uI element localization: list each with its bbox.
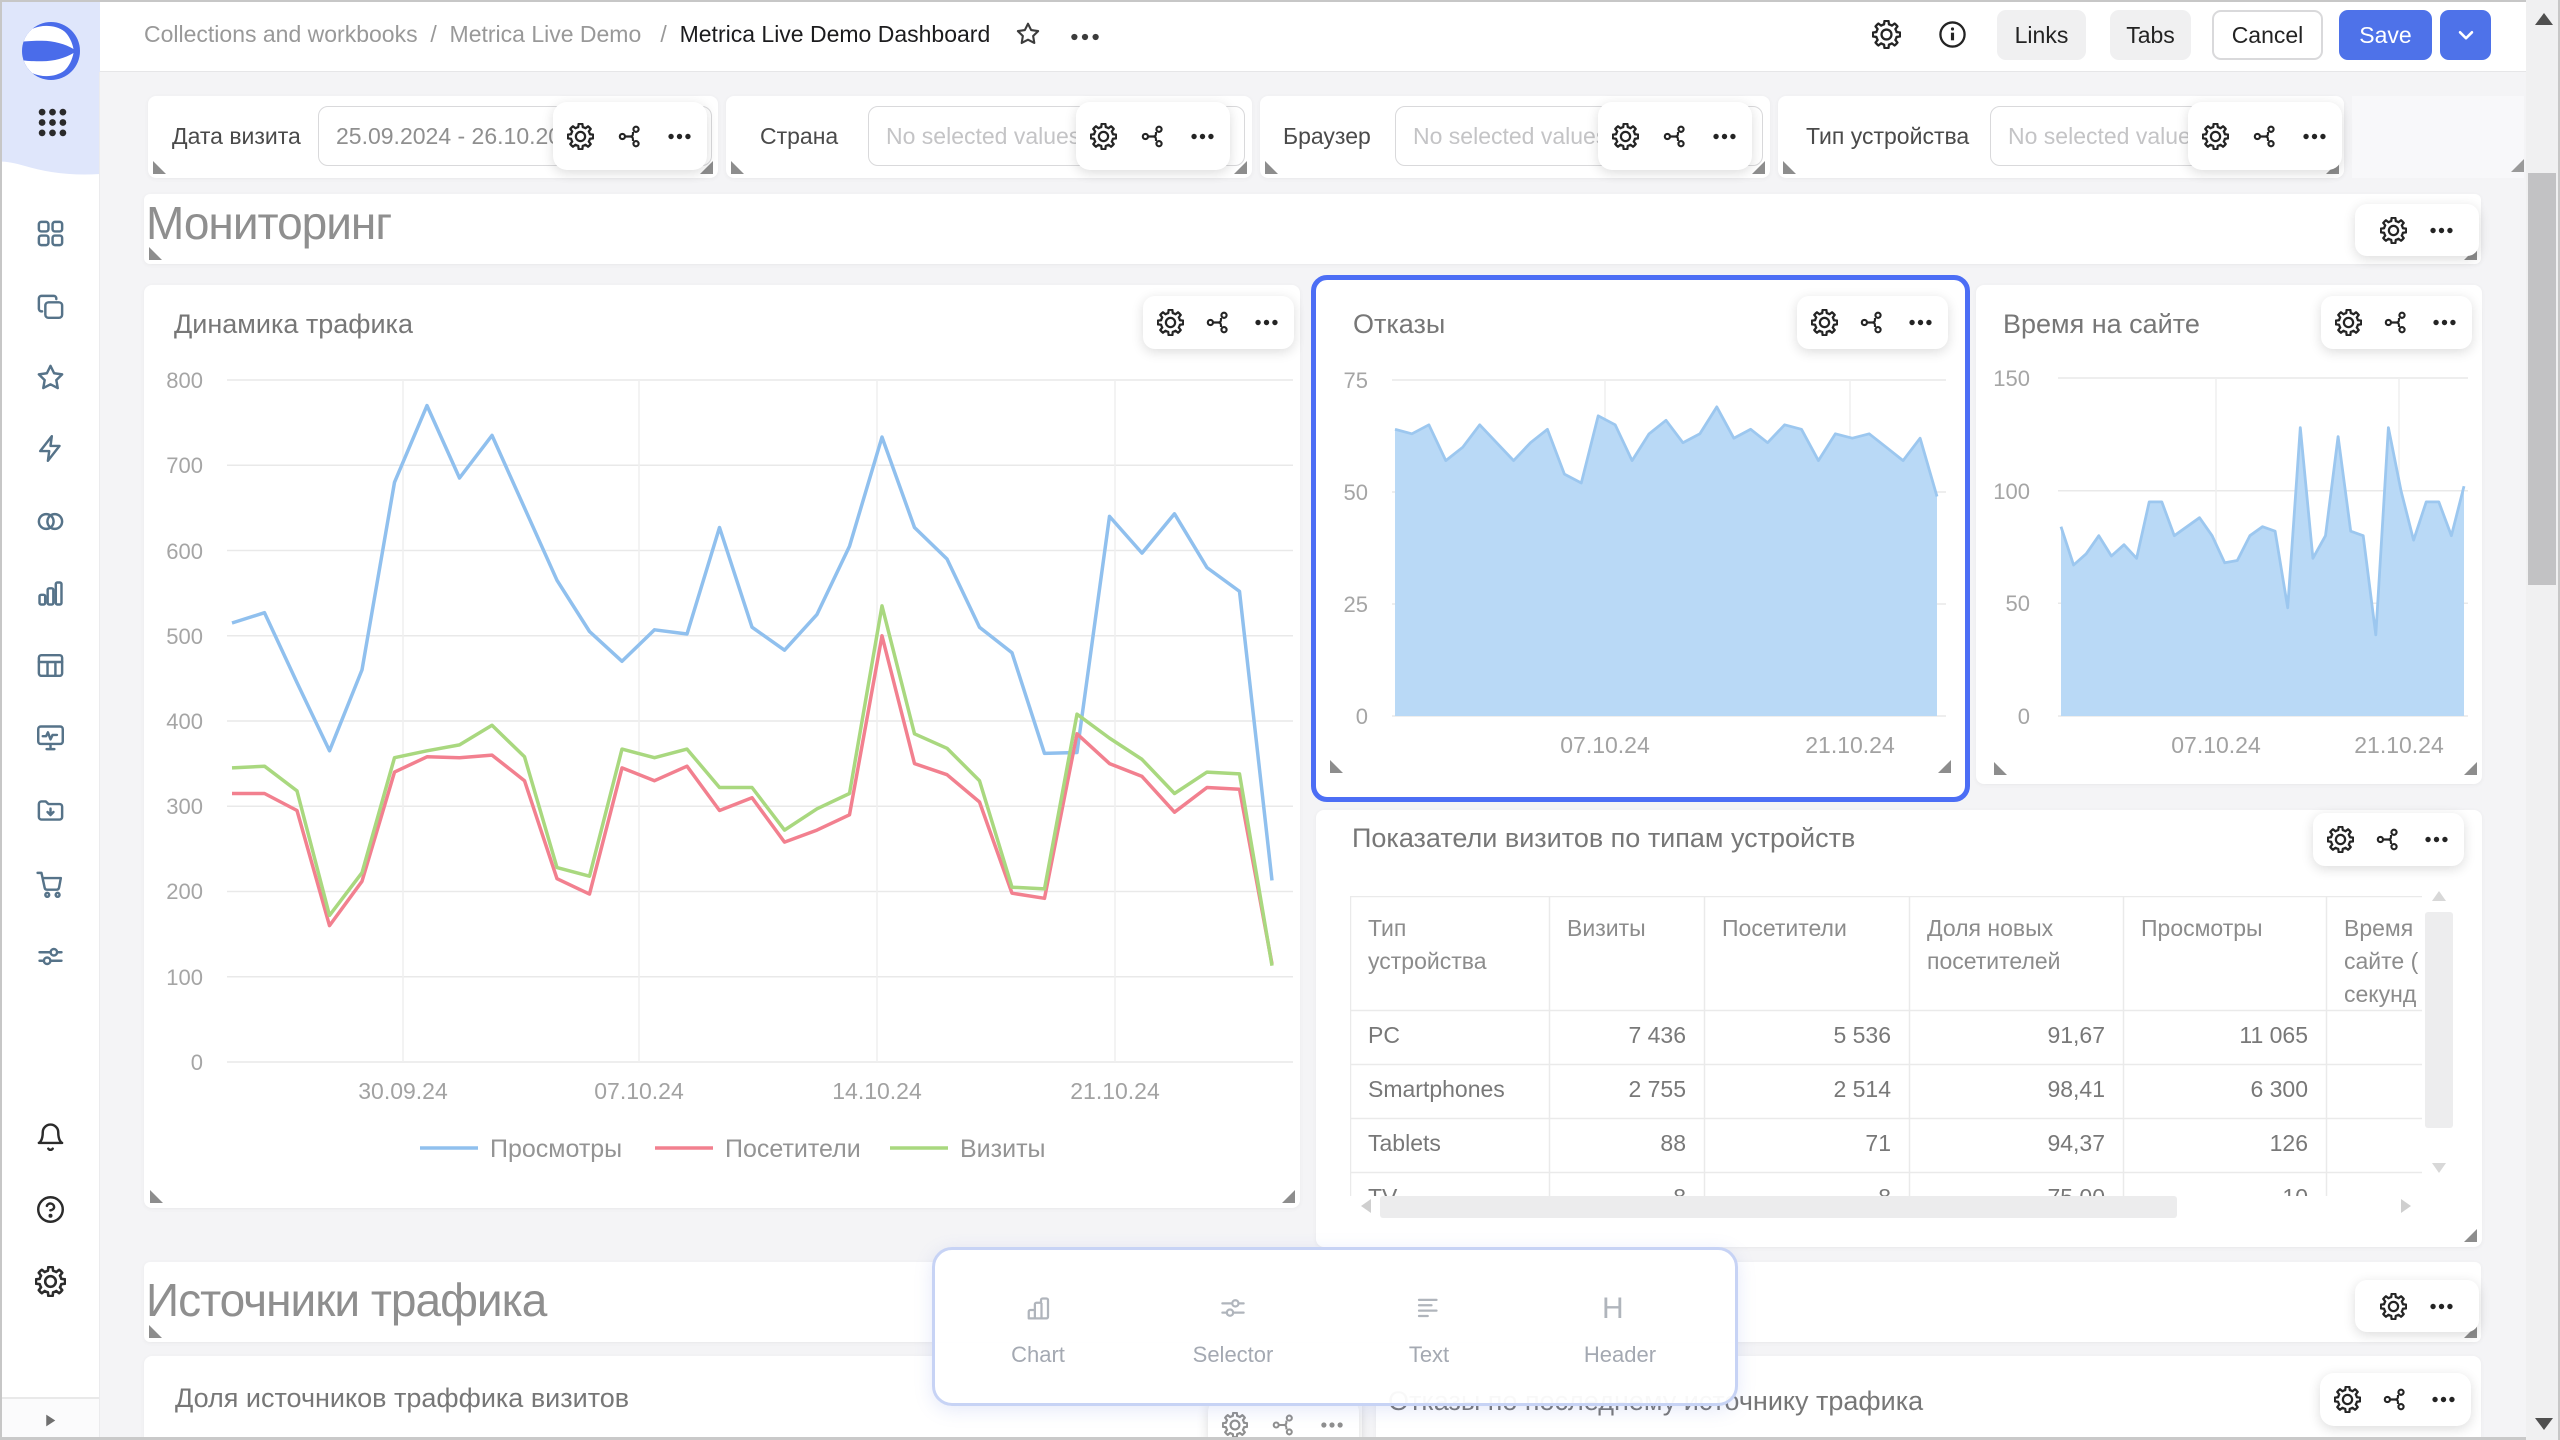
svg-text:150: 150: [1993, 366, 2030, 391]
svg-text:50: 50: [2006, 591, 2030, 616]
svg-text:07.10.24: 07.10.24: [2171, 732, 2261, 758]
svg-text:30.09.24: 30.09.24: [358, 1078, 448, 1104]
svg-text:100: 100: [166, 965, 203, 990]
svg-text:200: 200: [166, 879, 203, 904]
svg-text:07.10.24: 07.10.24: [594, 1078, 684, 1104]
svg-text:75: 75: [1344, 368, 1368, 393]
svg-text:600: 600: [166, 539, 203, 564]
svg-text:Визиты: Визиты: [960, 1135, 1046, 1163]
svg-text:0: 0: [2018, 704, 2030, 729]
svg-text:21.10.24: 21.10.24: [1070, 1078, 1160, 1104]
svg-text:500: 500: [166, 624, 203, 649]
svg-text:21.10.24: 21.10.24: [2354, 732, 2444, 758]
svg-text:Просмотры: Просмотры: [490, 1135, 622, 1163]
svg-text:21.10.24: 21.10.24: [1805, 732, 1895, 758]
svg-text:300: 300: [166, 794, 203, 819]
svg-text:07.10.24: 07.10.24: [1560, 732, 1650, 758]
svg-text:50: 50: [1344, 480, 1368, 505]
svg-text:0: 0: [1356, 704, 1368, 729]
svg-text:Посетители: Посетители: [725, 1135, 861, 1163]
svg-text:700: 700: [166, 453, 203, 478]
svg-text:0: 0: [191, 1050, 203, 1075]
svg-text:25: 25: [1344, 592, 1368, 617]
svg-text:400: 400: [166, 709, 203, 734]
svg-text:14.10.24: 14.10.24: [832, 1078, 922, 1104]
svg-text:100: 100: [1993, 479, 2030, 504]
svg-text:800: 800: [166, 368, 203, 393]
